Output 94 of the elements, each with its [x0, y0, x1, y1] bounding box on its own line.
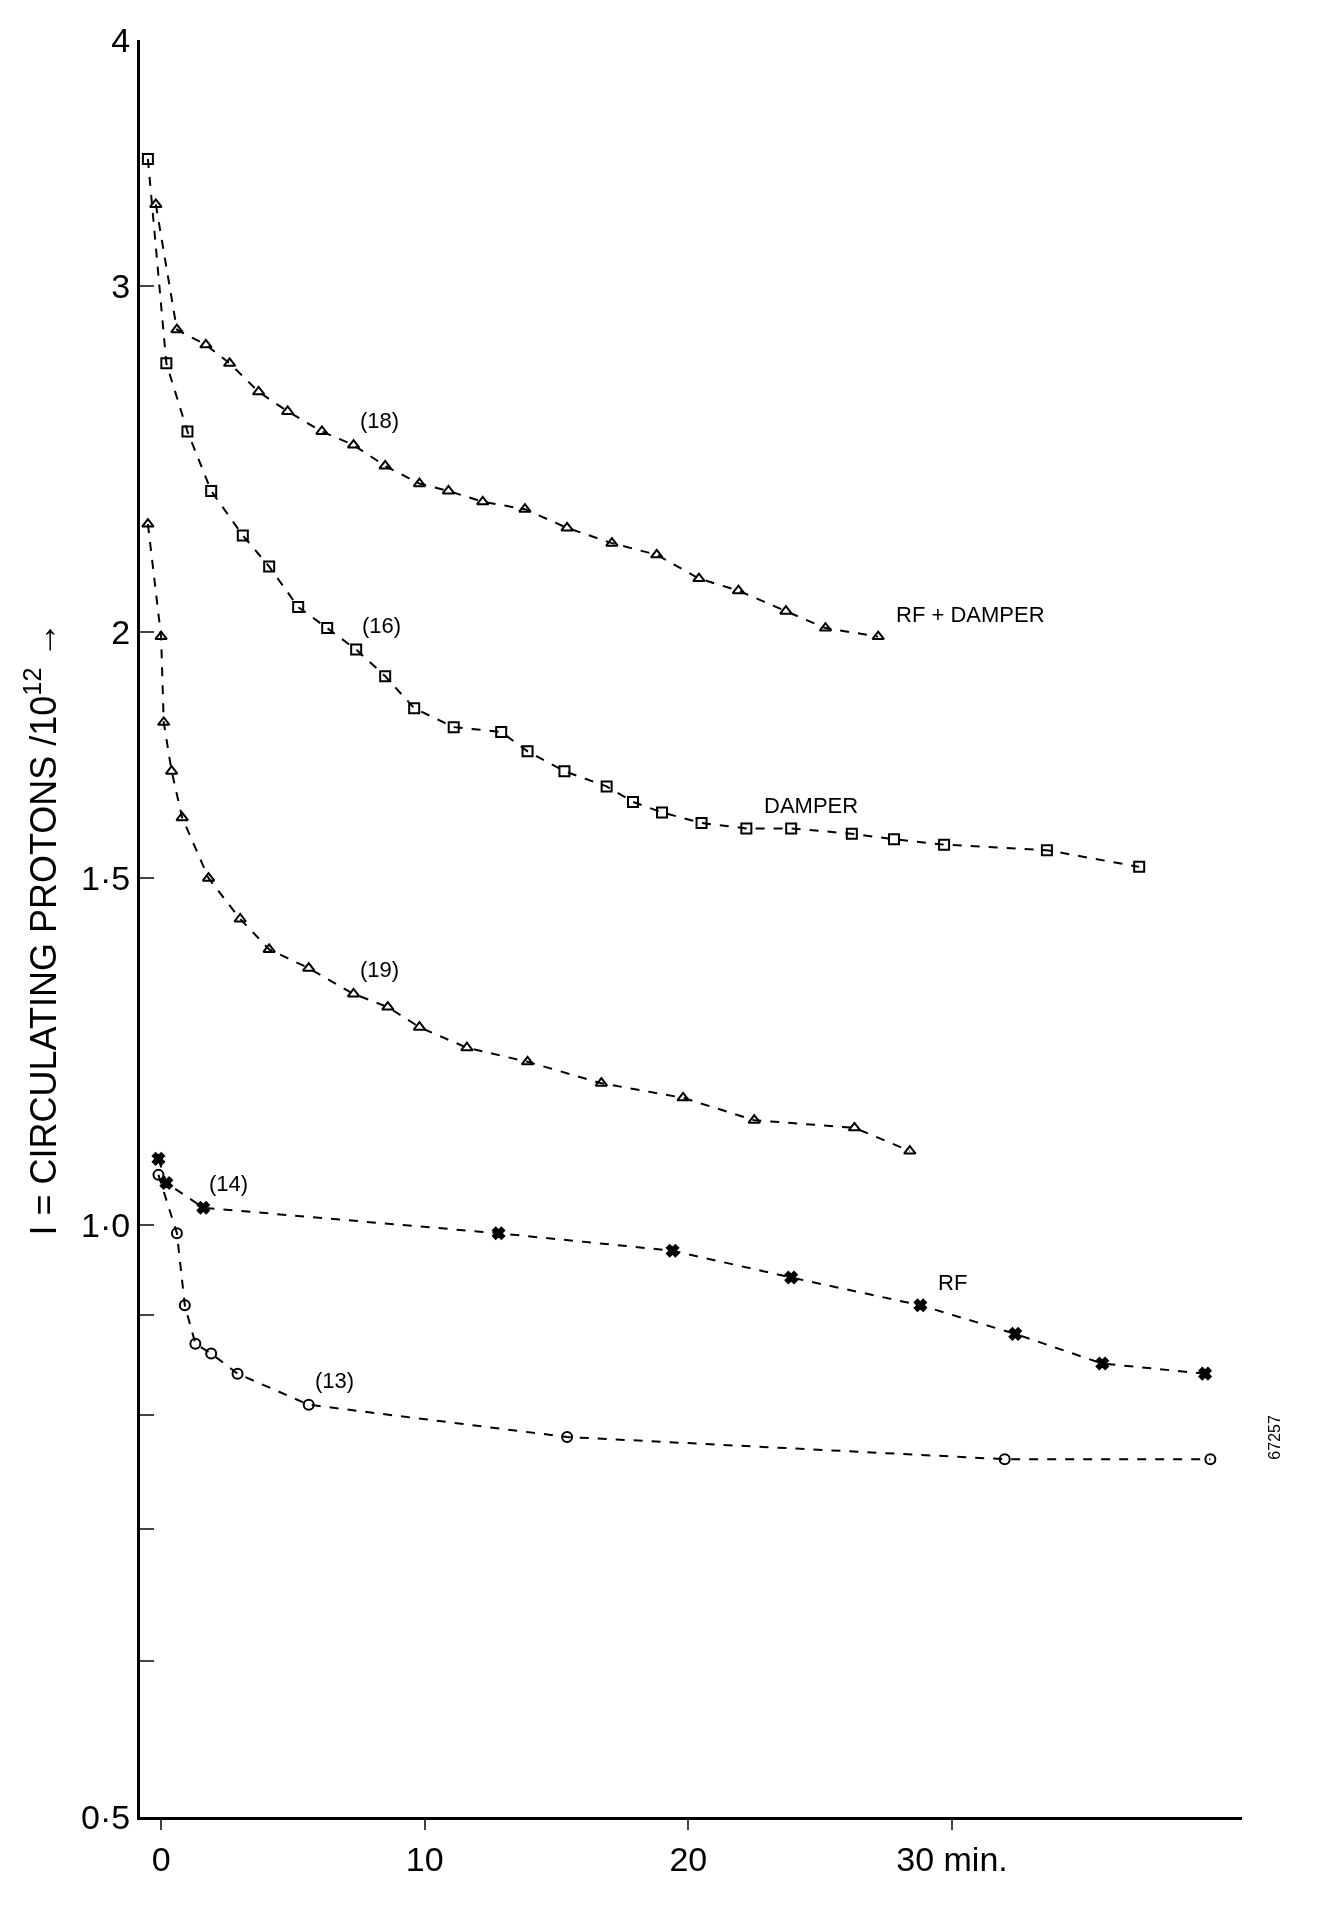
point: [649, 548, 664, 559]
point: [381, 1001, 395, 1011]
point: [656, 806, 668, 819]
point: [412, 477, 427, 488]
series-label: (14): [209, 1171, 249, 1196]
point: [408, 702, 421, 715]
point: [1008, 1327, 1022, 1341]
point: [561, 1430, 574, 1443]
point: [175, 811, 189, 822]
point: [251, 385, 266, 396]
point: [346, 987, 361, 998]
point: [151, 1152, 166, 1166]
x-tick-label: 10: [405, 1839, 444, 1878]
point: [1204, 1453, 1217, 1466]
point: [605, 537, 619, 547]
point: [784, 1270, 798, 1285]
point: [196, 1201, 210, 1215]
point: [181, 425, 194, 438]
text: 67257: [1266, 1415, 1284, 1460]
point: [170, 323, 184, 334]
point: [292, 601, 305, 614]
point: [1095, 1356, 1109, 1371]
point: [149, 198, 163, 208]
point: [302, 1398, 315, 1411]
point: [491, 1226, 506, 1240]
point: [518, 503, 532, 513]
x-tick-label: 30 min.: [896, 1839, 1008, 1878]
point: [847, 1121, 862, 1132]
point: [779, 605, 793, 615]
y-tick-label: 4: [111, 20, 131, 59]
point: [600, 780, 613, 793]
x-tick-label: 0: [151, 1839, 171, 1878]
point: [913, 1298, 928, 1312]
point: [521, 745, 534, 758]
point: [205, 1347, 218, 1360]
point: [315, 425, 329, 435]
x-tick-label: 20: [669, 1839, 708, 1878]
point: [460, 1041, 474, 1052]
y-tick-label: 3: [111, 266, 131, 305]
point: [379, 670, 392, 683]
point: [263, 560, 276, 573]
point: [871, 630, 885, 641]
point: [189, 1337, 202, 1350]
point: [731, 584, 746, 595]
point: [938, 838, 951, 851]
point: [170, 1227, 183, 1240]
point: [378, 459, 392, 470]
point: [1040, 844, 1053, 857]
annotation: DAMPER: [764, 793, 859, 818]
series-label: (19): [360, 957, 400, 982]
point: [520, 1055, 535, 1066]
point: [495, 725, 508, 738]
point: [178, 1299, 191, 1312]
series-label: (13): [315, 1368, 355, 1393]
point: [692, 572, 706, 583]
point: [627, 795, 639, 808]
point: [441, 484, 456, 495]
point: [160, 357, 173, 370]
point: [231, 1367, 244, 1380]
point: [998, 1453, 1011, 1466]
annotation: RF: [938, 1270, 968, 1295]
point: [740, 822, 753, 835]
point: [1133, 860, 1146, 873]
point: [475, 495, 490, 506]
point: [1198, 1367, 1212, 1381]
point: [236, 529, 249, 542]
y-tick-label: 2: [111, 613, 131, 652]
y-tick-label: 0·5: [81, 1797, 131, 1836]
point: [141, 518, 155, 528]
point: [205, 484, 218, 497]
point: [785, 822, 798, 835]
point: [888, 833, 900, 846]
point: [558, 765, 571, 778]
point: [152, 1168, 165, 1181]
point: [350, 643, 363, 656]
point: [845, 827, 858, 840]
point: [447, 721, 460, 734]
point: [665, 1244, 680, 1258]
annotation: RF + DAMPER: [896, 602, 1045, 627]
point: [199, 338, 213, 349]
y-tick-label: 1·0: [81, 1205, 131, 1244]
point: [141, 153, 154, 166]
point: [321, 622, 334, 635]
point: [233, 913, 247, 923]
y-tick-label: 1·5: [81, 859, 131, 898]
point: [560, 521, 574, 532]
point: [903, 1145, 917, 1155]
point: [262, 943, 276, 953]
point: [159, 1176, 174, 1190]
point: [676, 1091, 690, 1102]
point: [695, 817, 708, 830]
series-label: (16): [362, 613, 402, 638]
point: [154, 630, 168, 641]
series-label: (18): [360, 408, 400, 433]
